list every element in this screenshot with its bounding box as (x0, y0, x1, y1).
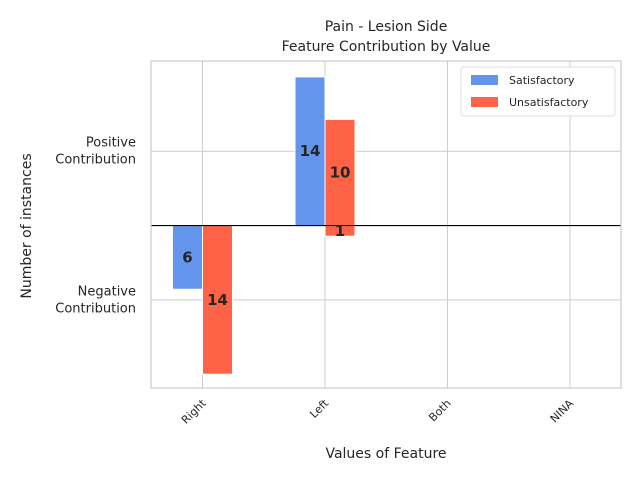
legend-swatch (471, 97, 498, 107)
x-tick-label: Right (179, 396, 209, 426)
plot-frame (150, 60, 622, 389)
x-tick-label: Left (307, 396, 331, 420)
y-tick-label: Negative (78, 284, 136, 299)
y-tick-label: Contribution (55, 153, 136, 168)
chart-title: Pain - Lesion Side (325, 19, 448, 35)
y-axis-label: Number of instances (19, 153, 35, 298)
bar-satisfactory-right (172, 225, 203, 290)
legend-box (460, 66, 616, 117)
y-tick-label: Positive (86, 136, 136, 151)
bars-layer (172, 76, 356, 375)
x-tick-label: NINA (548, 397, 577, 426)
y-tick-label: Contribution (55, 301, 136, 316)
bar-value-label: 14 (300, 142, 321, 160)
x-tick-labels: Right Left Both NINA (179, 396, 577, 426)
legend: Satisfactory Unsatisfactory (460, 66, 616, 117)
bar-value-label: 6 (182, 248, 192, 266)
legend-label: Satisfactory (509, 74, 575, 87)
bar-labels-layer: 6 14 14 10 1 (182, 142, 350, 309)
y-tick-labels: Positive Contribution Negative Contribution (55, 136, 136, 317)
bar-value-label: 10 (330, 163, 351, 181)
bar-unsatisfactory-left (324, 118, 356, 227)
chart-subtitle: Feature Contribution by Value (282, 39, 491, 55)
bar-value-label: 1 (335, 222, 345, 240)
bar-value-label: 14 (207, 291, 228, 309)
legend-swatch (471, 75, 498, 85)
x-tick-label: Both (426, 397, 453, 424)
x-axis-label: Values of Feature (325, 446, 446, 462)
legend-label: Unsatisfactory (509, 96, 589, 109)
bar-unsatisfactory-right (202, 225, 233, 375)
